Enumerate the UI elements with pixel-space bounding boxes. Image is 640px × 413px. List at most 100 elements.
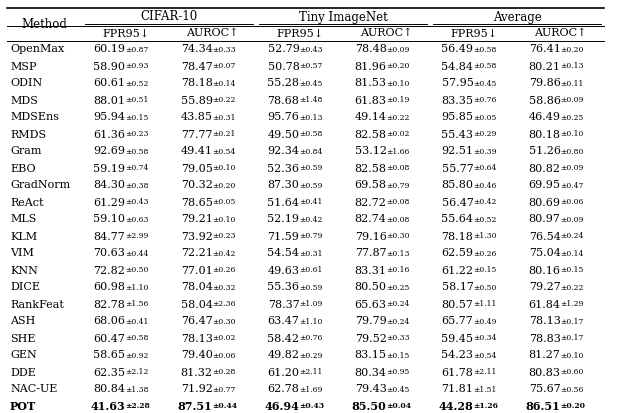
Text: 80.34: 80.34	[355, 368, 387, 377]
Text: 78.13: 78.13	[180, 334, 212, 344]
Text: 72.21: 72.21	[180, 249, 212, 259]
Text: ±0.24: ±0.24	[387, 301, 410, 309]
Text: 79.52: 79.52	[355, 334, 387, 344]
Text: ±0.43: ±0.43	[125, 199, 149, 206]
Text: ±0.52: ±0.52	[474, 216, 497, 223]
Text: 79.40: 79.40	[180, 351, 212, 361]
Text: ASH: ASH	[10, 316, 35, 327]
Text: 78.18: 78.18	[442, 232, 474, 242]
Text: 61.36: 61.36	[93, 130, 125, 140]
Text: 49.14: 49.14	[355, 112, 387, 123]
Text: ±1.09: ±1.09	[300, 301, 323, 309]
Text: ±0.50: ±0.50	[125, 266, 149, 275]
Text: ±0.02: ±0.02	[387, 131, 410, 138]
Text: DICE: DICE	[10, 282, 40, 292]
Text: OpenMax: OpenMax	[10, 45, 64, 55]
Text: GEN: GEN	[10, 351, 36, 361]
Text: 61.29: 61.29	[93, 197, 125, 207]
Text: ±0.59: ±0.59	[300, 181, 323, 190]
Text: 82.58: 82.58	[355, 164, 387, 173]
Text: FPR95↓: FPR95↓	[450, 28, 497, 38]
Text: ±0.10: ±0.10	[212, 164, 236, 173]
Text: 85.50: 85.50	[352, 401, 387, 412]
Text: ±0.76: ±0.76	[474, 97, 497, 104]
Text: 72.82: 72.82	[93, 266, 125, 275]
Text: 58.65: 58.65	[93, 351, 125, 361]
Text: ±0.79: ±0.79	[387, 181, 410, 190]
Text: ±1.51: ±1.51	[474, 385, 497, 394]
Text: 80.57: 80.57	[442, 299, 474, 309]
Text: ±0.46: ±0.46	[474, 181, 497, 190]
Text: 69.95: 69.95	[529, 180, 561, 190]
Text: ±0.07: ±0.07	[212, 62, 236, 71]
Text: 60.61: 60.61	[93, 78, 125, 88]
Text: ±0.22: ±0.22	[212, 97, 236, 104]
Text: 82.78: 82.78	[93, 299, 125, 309]
Text: ±0.51: ±0.51	[125, 97, 149, 104]
Text: 80.83: 80.83	[529, 368, 561, 377]
Text: 55.64: 55.64	[442, 214, 474, 225]
Text: 81.96: 81.96	[355, 62, 387, 71]
Text: ±0.34: ±0.34	[474, 335, 497, 342]
Text: ±0.11: ±0.11	[561, 79, 584, 88]
Text: ±1.48: ±1.48	[300, 97, 323, 104]
Text: 54.54: 54.54	[268, 249, 300, 259]
Text: KNN: KNN	[10, 266, 38, 275]
Text: 51.64: 51.64	[268, 197, 300, 207]
Text: 60.98: 60.98	[93, 282, 125, 292]
Text: 79.43: 79.43	[355, 385, 387, 394]
Text: 78.04: 78.04	[180, 282, 212, 292]
Text: RankFeat: RankFeat	[10, 299, 64, 309]
Text: ±0.02: ±0.02	[212, 335, 236, 342]
Text: ±0.14: ±0.14	[212, 79, 236, 88]
Text: ±0.49: ±0.49	[474, 318, 497, 325]
Text: ±1.38: ±1.38	[125, 385, 149, 394]
Text: ±0.54: ±0.54	[474, 351, 497, 359]
Text: 71.81: 71.81	[442, 385, 474, 394]
Text: 55.89: 55.89	[180, 95, 212, 105]
Text: 80.18: 80.18	[529, 130, 561, 140]
Text: ±0.74: ±0.74	[125, 164, 149, 173]
Text: ±1.69: ±1.69	[300, 385, 323, 394]
Text: 88.01: 88.01	[93, 95, 125, 105]
Text: ±0.33: ±0.33	[212, 45, 236, 54]
Text: ±0.13: ±0.13	[300, 114, 323, 121]
Text: ReAct: ReAct	[10, 197, 44, 207]
Text: SHE: SHE	[10, 334, 35, 344]
Text: NAC-UE: NAC-UE	[10, 385, 58, 394]
Text: ±1.26: ±1.26	[474, 403, 499, 411]
Text: 46.94: 46.94	[264, 401, 300, 412]
Text: ±1.66: ±1.66	[387, 147, 410, 156]
Text: ±0.41: ±0.41	[300, 199, 323, 206]
Text: 82.74: 82.74	[355, 214, 387, 225]
Text: 83.35: 83.35	[442, 95, 474, 105]
Text: 58.86: 58.86	[529, 95, 561, 105]
Text: ±0.44: ±0.44	[212, 403, 237, 411]
Text: ±0.09: ±0.09	[561, 164, 584, 173]
Text: 69.58: 69.58	[355, 180, 387, 190]
Text: ±0.09: ±0.09	[387, 45, 410, 54]
Text: Average: Average	[493, 10, 541, 24]
Text: 59.10: 59.10	[93, 214, 125, 225]
Text: 62.35: 62.35	[93, 368, 125, 377]
Text: MSP: MSP	[10, 62, 36, 71]
Text: MDS: MDS	[10, 95, 38, 105]
Text: 85.80: 85.80	[442, 180, 474, 190]
Text: ±1.10: ±1.10	[300, 318, 323, 325]
Text: 58.90: 58.90	[93, 62, 125, 71]
Text: 71.59: 71.59	[268, 232, 300, 242]
Text: 78.65: 78.65	[180, 197, 212, 207]
Text: 59.19: 59.19	[93, 164, 125, 173]
Text: ±2.36: ±2.36	[212, 301, 236, 309]
Text: ±0.20: ±0.20	[561, 403, 586, 411]
Text: 56.47: 56.47	[442, 197, 474, 207]
Text: 84.77: 84.77	[93, 232, 125, 242]
Text: 95.85: 95.85	[442, 112, 474, 123]
Text: ±0.45: ±0.45	[474, 79, 497, 88]
Text: VIM: VIM	[10, 249, 34, 259]
Text: 78.37: 78.37	[268, 299, 300, 309]
Text: ±0.52: ±0.52	[125, 79, 149, 88]
Text: 83.31: 83.31	[355, 266, 387, 275]
Text: FPR95↓: FPR95↓	[276, 28, 323, 38]
Text: 46.49: 46.49	[529, 112, 561, 123]
